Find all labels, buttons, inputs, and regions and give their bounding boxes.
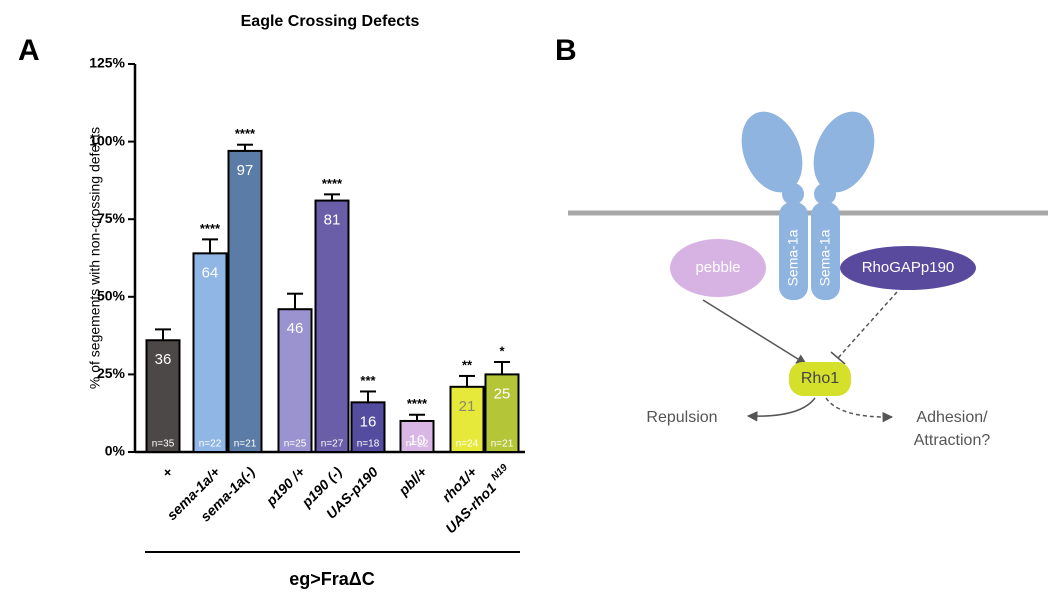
receptor-stem bbox=[811, 202, 840, 300]
bar bbox=[449, 385, 485, 454]
n-label: n=21 bbox=[491, 439, 514, 450]
value-label: 25 bbox=[494, 385, 511, 402]
n-label: n=18 bbox=[357, 439, 380, 450]
receptor-head bbox=[813, 111, 875, 193]
inhibition-arrow bbox=[837, 291, 898, 359]
value-label: 81 bbox=[324, 212, 341, 229]
pathway-diagram: Sema-1a Sema-1a pebble RhoGAPp190 Rho1 R… bbox=[568, 111, 1048, 449]
significance-label: **** bbox=[200, 221, 221, 236]
value-label: 10 bbox=[409, 432, 426, 449]
output-label: Repulsion bbox=[646, 409, 717, 426]
y-axis-label: % of segements with non-crossing defects bbox=[87, 127, 103, 389]
bar bbox=[484, 373, 520, 453]
value-label: 46 bbox=[287, 320, 304, 337]
significance-label: *** bbox=[360, 373, 376, 388]
category-name: + bbox=[159, 463, 176, 480]
receptor-label: Sema-1a bbox=[785, 229, 801, 286]
significance-label: **** bbox=[407, 396, 428, 411]
n-label: n=35 bbox=[152, 439, 175, 450]
y-tick-label: 25% bbox=[97, 365, 126, 381]
y-tick-label: 0% bbox=[105, 443, 126, 459]
y-tick-label: 75% bbox=[97, 210, 126, 226]
activation-arrow bbox=[702, 299, 807, 365]
bar bbox=[314, 199, 350, 453]
output-label: Adhesion/ bbox=[916, 409, 988, 426]
n-label: n=24 bbox=[456, 439, 479, 450]
n-label: n=25 bbox=[284, 439, 307, 450]
bar bbox=[399, 419, 435, 453]
significance-label: ** bbox=[462, 357, 473, 372]
value-label: 36 bbox=[155, 351, 172, 368]
significance-label: **** bbox=[322, 176, 343, 191]
rhogap-node bbox=[840, 246, 976, 290]
n-label: n=21 bbox=[234, 439, 257, 450]
value-label: 21 bbox=[459, 398, 476, 415]
y-tick-label: 50% bbox=[97, 288, 126, 304]
n-label: n=22 bbox=[406, 439, 429, 450]
bar bbox=[192, 252, 228, 453]
inhibition-bar bbox=[830, 351, 846, 365]
chart-title: Eagle Crossing Defects bbox=[241, 13, 420, 30]
category-superscript: N19 bbox=[489, 462, 510, 483]
x-axis-label: eg>FraΔC bbox=[289, 569, 374, 589]
n-label: n=27 bbox=[321, 439, 344, 450]
y-tick-label: 100% bbox=[89, 132, 125, 148]
value-label: 16 bbox=[360, 413, 377, 430]
repulsion-arrow bbox=[746, 397, 816, 422]
x-tick-label: + bbox=[159, 463, 176, 480]
significance-label: * bbox=[499, 343, 505, 358]
category-name: pbl/+ bbox=[394, 463, 429, 498]
rho1-label: Rho1 bbox=[801, 370, 839, 387]
bar bbox=[277, 308, 313, 453]
x-tick-label: pbl/+ bbox=[394, 463, 429, 498]
bar bbox=[350, 401, 386, 453]
bar bbox=[145, 339, 181, 454]
receptor-stem bbox=[779, 202, 808, 300]
pebble-node bbox=[670, 239, 766, 297]
output-label: Attraction? bbox=[914, 432, 991, 449]
receptor-neck bbox=[782, 183, 804, 205]
receptor-label: Sema-1a bbox=[817, 229, 833, 286]
panel-label: B bbox=[555, 34, 577, 67]
pebble-label: pebble bbox=[695, 259, 740, 276]
receptor-head bbox=[741, 111, 803, 193]
panel-label: A bbox=[18, 34, 40, 67]
value-label: 64 bbox=[202, 264, 219, 281]
n-label: n=22 bbox=[199, 439, 222, 450]
adhesion-arrow bbox=[825, 397, 894, 423]
value-label: 97 bbox=[237, 162, 254, 179]
bar-chart: Eagle Crossing Defects % of segements wit… bbox=[87, 13, 525, 589]
rhogap-label: RhoGAPp190 bbox=[862, 259, 955, 276]
bar bbox=[227, 149, 263, 454]
receptor-neck bbox=[814, 183, 836, 205]
rho1-node bbox=[789, 362, 851, 396]
y-tick-label: 125% bbox=[89, 55, 125, 71]
significance-label: **** bbox=[235, 126, 256, 141]
